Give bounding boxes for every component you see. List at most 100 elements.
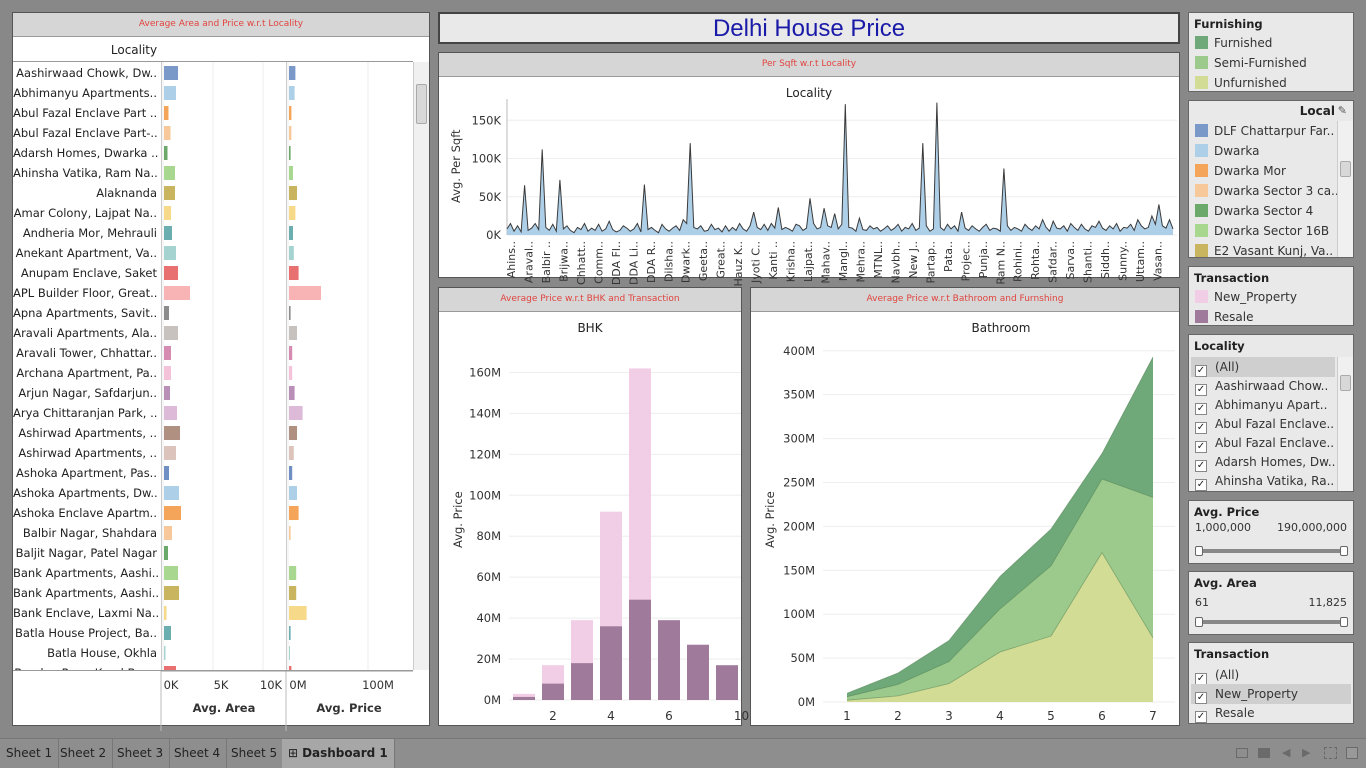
locality-row-label[interactable]: Archana Apartment, Pa..	[16, 366, 157, 380]
checkbox[interactable]: ✓	[1195, 365, 1207, 377]
series-line	[846, 478, 1154, 698]
legend-item-locality[interactable]: Dwarka	[1195, 141, 1259, 161]
legend-item-locality[interactable]: Dwarka Sector 16B	[1195, 221, 1329, 241]
checkbox[interactable]: ✓	[1195, 479, 1207, 491]
prev-sheet-icon[interactable]: ◀	[1282, 746, 1291, 759]
filter-option-locality[interactable]: ✓ Abul Fazal Enclave..	[1195, 433, 1334, 453]
checkbox[interactable]: ✓	[1195, 711, 1207, 723]
locality-row-label[interactable]: Balbir Nagar, Shahdara	[22, 526, 157, 540]
locality-row-label[interactable]: Ashirwad Apartments, ..	[18, 446, 157, 460]
area-bar	[164, 146, 168, 160]
legend-item-locality[interactable]: DLF Chattarpur Far..	[1195, 121, 1334, 141]
checkbox[interactable]: ✓	[1195, 692, 1207, 704]
locality-row-label[interactable]: Adarsh Homes, Dwarka ..	[13, 146, 159, 160]
locality-row-label[interactable]: Abul Fazal Enclave Part ..	[13, 106, 158, 120]
legend-scrollbar[interactable]	[1337, 121, 1353, 257]
range-slider[interactable]	[1199, 549, 1345, 553]
locality-row-label[interactable]: Alaknanda	[96, 186, 157, 200]
tab-dashboard-1[interactable]: ⊞ Dashboard 1	[282, 739, 395, 768]
legend-label: Dwarka Sector 4	[1214, 204, 1314, 218]
legend-item-locality[interactable]: Dwarka Sector 4	[1195, 201, 1313, 221]
tab-sheet-4[interactable]: Sheet 4	[168, 739, 228, 768]
fit-screen-icon[interactable]	[1324, 747, 1337, 759]
area-bar	[164, 666, 176, 670]
checkbox[interactable]: ✓	[1195, 441, 1207, 453]
locality-row-label[interactable]: Abul Fazal Enclave Part-..	[13, 126, 158, 140]
locality-row-label[interactable]: Ashoka Apartment, Pas..	[16, 466, 157, 480]
locality-row-label[interactable]: Anekant Apartment, Va..	[15, 246, 157, 260]
locality-row-label[interactable]: Amar Colony, Lajpat Na..	[13, 206, 157, 220]
next-sheet-icon[interactable]: ▶	[1302, 746, 1311, 759]
range-slider[interactable]	[1199, 620, 1345, 624]
legend-item-locality[interactable]: E2 Vasant Kunj, Va..	[1195, 241, 1333, 261]
tab-sheet-2[interactable]: Sheet 2	[54, 739, 114, 768]
legend-item-semi-furnished[interactable]: Semi-Furnished	[1195, 53, 1307, 73]
locality-row-label[interactable]: Aravali Apartments, Ala..	[13, 326, 157, 340]
checkbox[interactable]: ✓	[1195, 422, 1207, 434]
locality-row-label[interactable]: APL Builder Floor, Great..	[13, 286, 158, 300]
slider-handle-max[interactable]	[1340, 617, 1348, 627]
tab-sheet-1[interactable]: Sheet 1	[0, 739, 60, 768]
locality-column-header: Locality	[110, 43, 158, 57]
area-bar	[164, 526, 172, 540]
filter-scrollbar[interactable]	[1337, 357, 1353, 491]
filter-option-transaction[interactable]: ✓ New_Property	[1191, 684, 1351, 704]
locality-row-label[interactable]: Bank Apartments, Aashi..	[13, 566, 160, 580]
locality-row-label[interactable]: Bank Enclave, Laxmi Na..	[13, 606, 160, 620]
grid-icon[interactable]	[1346, 747, 1358, 759]
legend-item-unfurnished[interactable]: Unfurnished	[1195, 73, 1287, 93]
locality-row-label[interactable]: Ashoka Enclave Apartm..	[13, 506, 157, 520]
slider-handle-max[interactable]	[1340, 546, 1348, 556]
locality-row-label[interactable]: Ashoka Apartments, Dw..	[13, 486, 158, 500]
price-bar	[289, 346, 293, 360]
locality-row-label[interactable]: Bank Apartments, Aashi..	[13, 586, 160, 600]
filter-option-all[interactable]: ✓ (All)	[1191, 357, 1335, 377]
legend-item-locality[interactable]: Dwarka Sector 3 ca..	[1195, 181, 1339, 201]
legend-item-resale[interactable]: Resale	[1195, 307, 1254, 327]
locality-row-label[interactable]: Aravali Tower, Chhattar..	[16, 346, 157, 360]
grid-view-icon[interactable]	[1236, 748, 1248, 758]
single-view-icon[interactable]	[1258, 748, 1270, 758]
scroll-thumb[interactable]	[1340, 375, 1351, 391]
locality-row-label[interactable]: Apna Apartments, Savit..	[13, 306, 158, 320]
slider-handle-min[interactable]	[1195, 617, 1203, 627]
checkbox[interactable]: ✓	[1195, 384, 1207, 396]
x-tick-label: Hauz K..	[732, 241, 745, 286]
locality-row-label[interactable]: Aashirwaad Chowk, Dw..	[16, 66, 157, 80]
locality-row-label[interactable]: Anupam Enclave, Saket	[20, 266, 157, 280]
slider-handle-min[interactable]	[1195, 546, 1203, 556]
locality-row-label[interactable]: Abhimanyu Apartments..	[13, 86, 157, 100]
locality-row-label[interactable]: Ashirwad Apartments, ..	[18, 426, 157, 440]
price-bar	[289, 366, 293, 380]
locality-row-label[interactable]: Batla House Project, Ba..	[15, 626, 157, 640]
filter-option-transaction[interactable]: ✓ Resale	[1195, 703, 1255, 723]
filter-option-locality[interactable]: ✓ Abhimanyu Apart..	[1195, 395, 1327, 415]
filter-option-locality[interactable]: ✓ Abul Fazal Enclave..	[1195, 414, 1334, 434]
locality-scrollbar[interactable]	[413, 62, 429, 670]
range-max: 190,000,000	[1277, 521, 1347, 534]
locality-row-label[interactable]: Arjun Nagar, Safdarjun..	[18, 386, 157, 400]
checkbox[interactable]: ✓	[1195, 403, 1207, 415]
locality-row-label[interactable]: Arya Chittaranjan Park, ..	[13, 406, 158, 420]
legend-item-locality[interactable]: Dwarka Mor	[1195, 161, 1286, 181]
filter-option-locality[interactable]: ✓ Adarsh Homes, Dw..	[1195, 452, 1335, 472]
locality-row-label[interactable]: Andheria Mor, Mehrauli	[22, 226, 157, 240]
checkbox[interactable]: ✓	[1195, 460, 1207, 472]
locality-row-label[interactable]: Beadon Pura, Karol Bag..	[13, 663, 161, 670]
legend-item-new-property[interactable]: New_Property	[1195, 287, 1297, 307]
area-bar	[164, 466, 169, 480]
filter-option-transaction[interactable]: ✓ (All)	[1195, 665, 1239, 685]
tab-sheet-3[interactable]: Sheet 3	[111, 739, 171, 768]
locality-row-label[interactable]: Ahinsha Vatika, Ram Na..	[13, 166, 158, 180]
locality-row-label[interactable]: Baljit Nagar, Patel Nagar	[15, 546, 157, 560]
filter-option-locality[interactable]: ✓ Ahinsha Vatika, Ra..	[1195, 471, 1334, 491]
locality-row-label[interactable]: Batla House, Okhla	[47, 646, 157, 660]
scroll-thumb[interactable]	[1340, 161, 1351, 177]
edit-icon[interactable]: ✎	[1337, 104, 1347, 117]
scroll-thumb[interactable]	[416, 84, 427, 124]
swatch	[1195, 124, 1208, 137]
filter-title: Locality	[1194, 339, 1245, 353]
tab-sheet-5[interactable]: Sheet 5	[225, 739, 285, 768]
filter-option-locality[interactable]: ✓ Aashirwaad Chow..	[1195, 376, 1328, 396]
legend-item-furnished[interactable]: Furnished	[1195, 33, 1272, 53]
